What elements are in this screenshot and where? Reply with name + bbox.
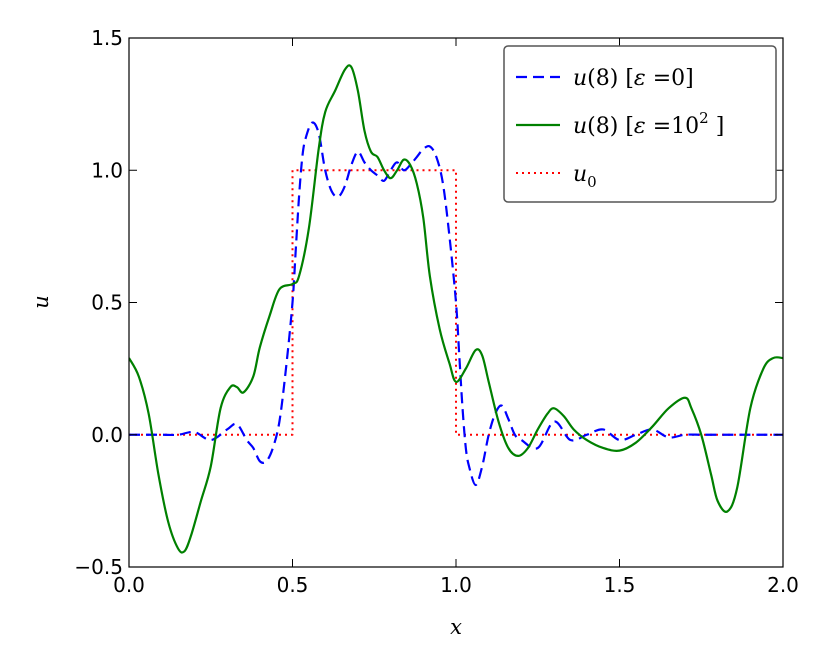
legend: u(8) [ε =0] u(8) [ε =102 ] u0 xyxy=(503,45,777,203)
legend-label-1: u(8) [ε =0] xyxy=(573,66,694,91)
x-tick-label: 2.0 xyxy=(767,573,799,597)
y-tick-label: 0.0 xyxy=(91,423,123,447)
y-tick-label: 1.0 xyxy=(91,158,123,182)
y-tick-label: 1.5 xyxy=(91,26,123,50)
plot-lines xyxy=(129,64,783,554)
y-tick-label: −0.5 xyxy=(74,555,123,579)
y-tick-label: 0.5 xyxy=(91,291,123,315)
x-tick-label: 0.0 xyxy=(113,573,145,597)
legend-label-2: u(8) [ε =102 ] xyxy=(573,109,724,139)
y-axis-ticks: −0.5 0.0 0.5 1.0 1.5 xyxy=(74,26,783,579)
series-line-2 xyxy=(129,64,783,554)
x-tick-label: 0.5 xyxy=(277,573,309,597)
legend-label-3: u0 xyxy=(573,162,597,191)
x-axis-label: x xyxy=(450,615,462,639)
legend-box xyxy=(503,45,777,203)
legend-items: u(8) [ε =0] u(8) [ε =102 ] u0 xyxy=(516,66,724,191)
x-axis-ticks: 0.0 0.5 1.0 1.5 2.0 xyxy=(113,38,799,597)
x-tick-label: 1.5 xyxy=(604,573,636,597)
y-axis-label: u xyxy=(29,295,53,309)
x-tick-label: 1.0 xyxy=(440,573,472,597)
